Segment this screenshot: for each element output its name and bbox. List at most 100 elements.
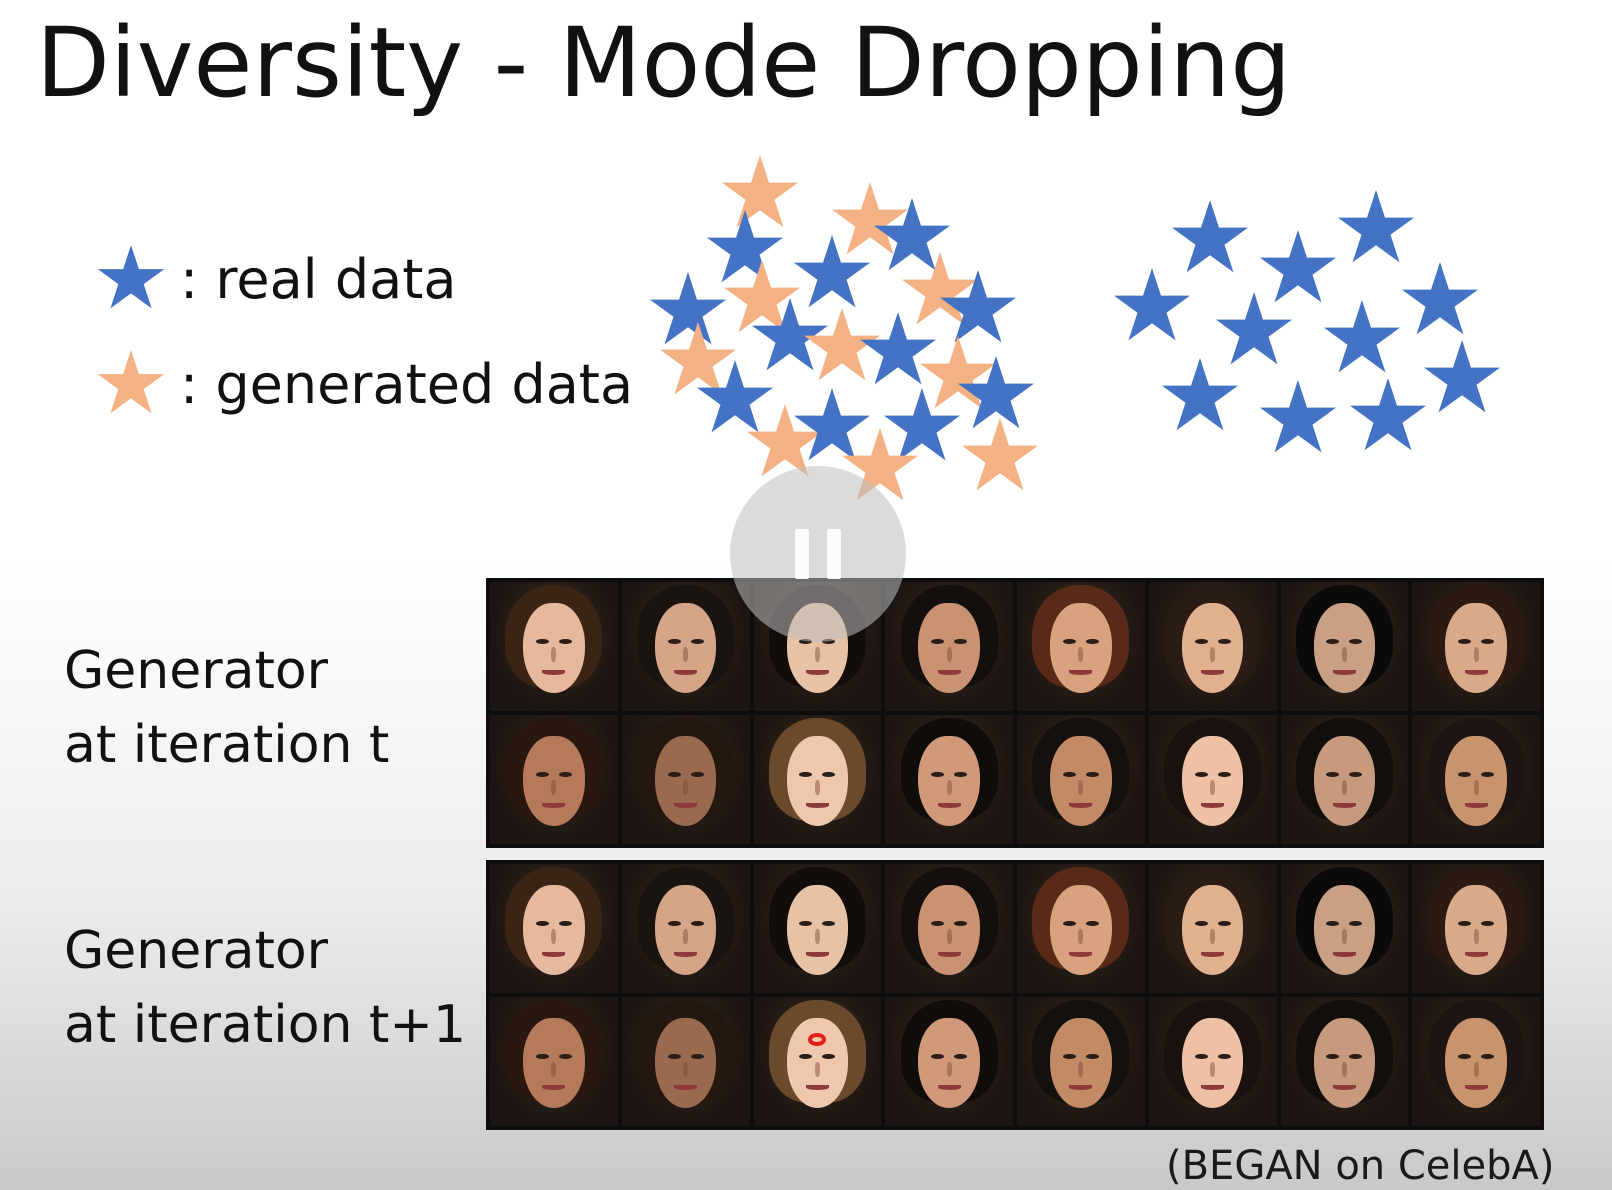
face-skin bbox=[523, 1017, 585, 1108]
face-feature bbox=[1349, 771, 1363, 777]
face-feature bbox=[1201, 669, 1225, 675]
face-skin bbox=[786, 735, 849, 826]
face-feature bbox=[937, 802, 961, 808]
face-feature bbox=[1349, 920, 1363, 926]
face-skin bbox=[918, 735, 980, 826]
face-feature bbox=[814, 646, 820, 662]
face-feature bbox=[931, 920, 944, 926]
face-feature bbox=[1078, 1061, 1084, 1077]
real-star bbox=[706, 210, 784, 283]
face-thumbnail bbox=[753, 864, 882, 993]
label-iteration-t: Generator at iteration t bbox=[64, 634, 389, 782]
face-feature bbox=[946, 928, 952, 944]
legend-generated: : generated data bbox=[96, 350, 633, 420]
face-feature bbox=[1085, 920, 1099, 926]
label-line: Generator bbox=[64, 641, 329, 701]
label-iteration-t-plus-1: Generator at iteration t+1 bbox=[64, 914, 466, 1062]
face-feature bbox=[558, 771, 572, 777]
face-feature bbox=[551, 779, 557, 795]
star-icon bbox=[97, 245, 165, 309]
face-feature bbox=[1349, 1053, 1363, 1059]
generated-star bbox=[721, 155, 799, 228]
face-thumbnail bbox=[1412, 715, 1540, 844]
face-feature bbox=[954, 920, 967, 926]
face-thumbnail bbox=[1017, 715, 1145, 844]
face-feature bbox=[799, 771, 813, 777]
real-star bbox=[1215, 292, 1293, 365]
face-feature bbox=[1464, 802, 1488, 808]
generated-star bbox=[831, 182, 909, 255]
face-feature bbox=[535, 771, 549, 777]
real-star bbox=[1259, 380, 1337, 453]
face-feature bbox=[1078, 646, 1084, 662]
legend-real-label: : real data bbox=[180, 248, 457, 311]
face-skin bbox=[523, 602, 585, 693]
face-feature bbox=[805, 951, 829, 957]
face-grid-iteration-t-plus-1 bbox=[486, 860, 1544, 1130]
face-thumbnail bbox=[1412, 864, 1540, 993]
face-thumbnail bbox=[1148, 715, 1277, 844]
face-feature bbox=[1341, 1061, 1347, 1077]
face-feature bbox=[1194, 920, 1208, 926]
face-feature bbox=[674, 951, 698, 957]
face-feature bbox=[558, 1053, 572, 1059]
face-feature bbox=[1069, 951, 1093, 957]
face-skin bbox=[918, 602, 980, 693]
face-skin bbox=[1050, 602, 1112, 693]
face-skin bbox=[1181, 1017, 1244, 1108]
face-feature bbox=[931, 638, 944, 644]
face-feature bbox=[674, 669, 698, 675]
face-thumbnail bbox=[490, 715, 618, 844]
real-star bbox=[1161, 358, 1239, 431]
face-feature bbox=[1069, 1084, 1093, 1090]
face-feature bbox=[667, 1053, 681, 1059]
face-feature bbox=[822, 920, 836, 926]
face-feature bbox=[542, 1084, 566, 1090]
face-feature bbox=[690, 920, 704, 926]
face-feature bbox=[1210, 646, 1216, 662]
face-feature bbox=[931, 1053, 944, 1059]
face-feature bbox=[551, 1061, 557, 1077]
face-thumbnail bbox=[1148, 582, 1277, 711]
face-skin bbox=[654, 602, 717, 693]
face-feature bbox=[1473, 646, 1479, 662]
face-feature bbox=[805, 669, 829, 675]
face-feature bbox=[1481, 920, 1494, 926]
face-feature bbox=[1201, 951, 1225, 957]
face-skin bbox=[654, 884, 717, 975]
face-feature bbox=[822, 638, 836, 644]
face-thumbnail bbox=[490, 864, 618, 993]
face-skin bbox=[918, 884, 980, 975]
real-star bbox=[859, 312, 937, 385]
real-star bbox=[1259, 230, 1337, 303]
face-feature bbox=[1062, 1053, 1076, 1059]
right-cluster bbox=[1113, 190, 1501, 453]
face-skin bbox=[1445, 602, 1507, 693]
star-icon bbox=[97, 350, 165, 414]
face-feature bbox=[946, 1061, 952, 1077]
face-skin bbox=[523, 735, 585, 826]
face-skin bbox=[1445, 1017, 1507, 1108]
face-feature bbox=[1217, 920, 1231, 926]
real-star bbox=[883, 388, 961, 461]
face-feature bbox=[1458, 920, 1471, 926]
face-skin bbox=[654, 735, 717, 826]
face-feature bbox=[558, 920, 572, 926]
face-feature bbox=[1481, 638, 1494, 644]
face-feature bbox=[1194, 771, 1208, 777]
face-feature bbox=[822, 1053, 836, 1059]
pause-icon-bar bbox=[827, 529, 841, 579]
face-feature bbox=[1326, 920, 1340, 926]
face-feature bbox=[1326, 771, 1340, 777]
face-feature bbox=[667, 771, 681, 777]
face-feature bbox=[954, 638, 967, 644]
face-feature bbox=[1085, 1053, 1099, 1059]
pause-button[interactable] bbox=[730, 466, 906, 642]
face-feature bbox=[1464, 1084, 1488, 1090]
face-thumbnail bbox=[753, 997, 882, 1126]
face-feature bbox=[1201, 1084, 1225, 1090]
face-thumbnail bbox=[1148, 864, 1277, 993]
source-caption: (BEGAN on CelebA) bbox=[1166, 1143, 1555, 1189]
face-feature bbox=[1473, 928, 1479, 944]
face-skin bbox=[1445, 884, 1507, 975]
